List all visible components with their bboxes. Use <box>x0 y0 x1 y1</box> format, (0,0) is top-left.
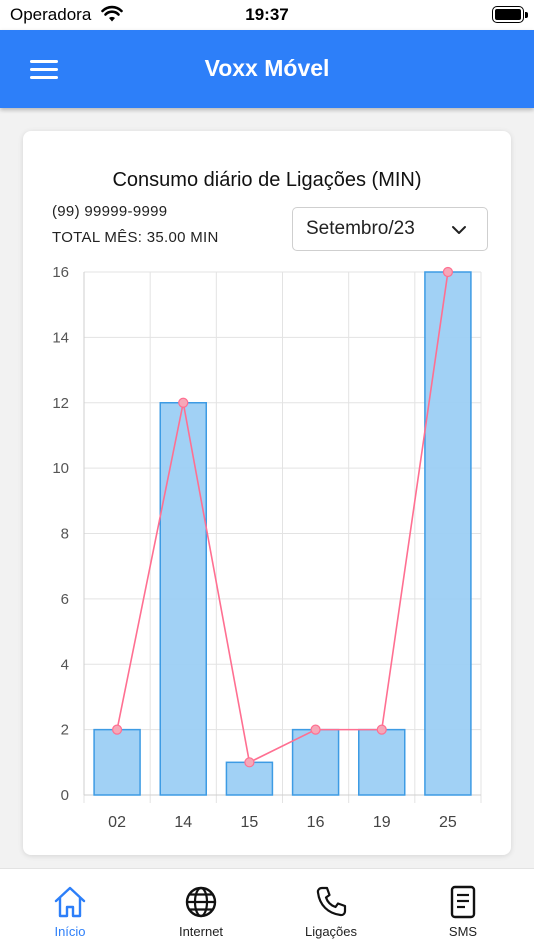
y-tick-label: 6 <box>61 591 69 608</box>
hamburger-menu-icon[interactable] <box>30 60 60 80</box>
nav-label-sms: SMS <box>448 924 478 939</box>
nav-label-internet: Internet <box>178 924 224 939</box>
y-tick-label: 16 <box>52 264 69 281</box>
nav-item-internet[interactable]: Internet <box>134 869 268 950</box>
chart-bar <box>358 728 406 796</box>
carrier-label: Operadora <box>10 5 92 24</box>
x-tick-label: 25 <box>439 814 457 831</box>
x-tick-label: 02 <box>108 814 126 831</box>
globe-icon <box>185 886 217 918</box>
nav-label-ligacoes: Ligações <box>304 924 358 939</box>
y-tick-label: 0 <box>61 787 69 804</box>
status-bar: Operadora 19:37 <box>0 0 534 30</box>
y-tick-label: 4 <box>61 656 69 673</box>
app-title: Voxx Móvel <box>204 55 330 81</box>
home-icon <box>54 886 86 918</box>
y-tick-label: 8 <box>61 526 69 543</box>
clock: 19:37 <box>245 5 289 24</box>
y-tick-label: 12 <box>52 395 69 412</box>
phone-number: (99) 99999-9999 <box>52 203 168 220</box>
x-tick-label: 14 <box>174 814 192 831</box>
month-total: TOTAL MÊS: 35.00 MIN <box>52 229 219 246</box>
chart-bar <box>93 728 141 796</box>
nav-item-inicio[interactable]: Início <box>3 869 137 950</box>
nav-label-inicio: Início <box>54 924 86 939</box>
chart-series-line <box>116 271 449 764</box>
nav-item-ligacoes[interactable]: Ligações <box>264 869 398 950</box>
chart-point <box>310 724 321 735</box>
chart-point <box>111 724 123 735</box>
battery-icon <box>492 6 528 23</box>
chart-point <box>376 724 387 735</box>
x-tick-label: 19 <box>373 814 391 831</box>
nav-item-sms[interactable]: SMS <box>396 869 530 950</box>
x-tick-label: 15 <box>241 814 259 831</box>
chart-title: Consumo diário de Ligações (MIN) <box>112 169 422 191</box>
y-tick-label: 10 <box>52 460 69 477</box>
phone-icon <box>316 886 347 917</box>
chart-bar <box>159 402 207 796</box>
chart-bar <box>424 271 472 796</box>
document-icon <box>450 885 476 919</box>
y-tick-label: 2 <box>61 722 69 739</box>
chart-point <box>442 266 454 278</box>
y-tick-label: 14 <box>52 329 69 346</box>
consumption-card: Consumo diário de Ligações (MIN) (99) 99… <box>23 131 511 855</box>
wifi-icon <box>101 5 123 22</box>
chevron-down-icon <box>452 226 466 234</box>
chart-bar <box>291 728 340 796</box>
app-header: Voxx Móvel <box>0 30 534 108</box>
month-select[interactable]: Setembro/23 <box>292 207 488 251</box>
month-select-value: Setembro/23 <box>306 218 415 239</box>
chart-point <box>178 397 189 408</box>
x-tick-label: 16 <box>307 814 325 831</box>
bottom-navigation: Início Internet Ligações SMS <box>0 868 534 950</box>
chart-point <box>244 757 255 768</box>
